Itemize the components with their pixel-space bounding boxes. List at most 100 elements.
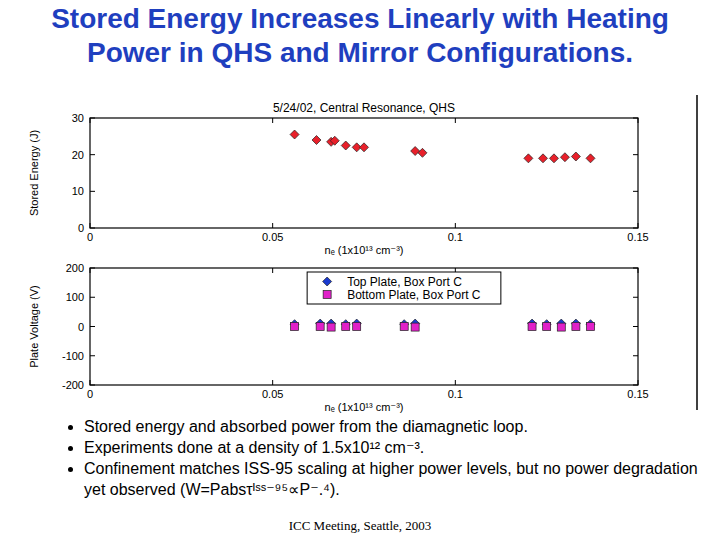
point <box>353 323 361 331</box>
y-tick-right <box>633 385 638 386</box>
y-tick-right <box>633 355 638 356</box>
point <box>586 154 595 163</box>
point <box>341 141 350 150</box>
point <box>549 154 558 163</box>
x-tick-label: 0.05 <box>262 388 283 400</box>
point <box>539 154 548 163</box>
legend: Top Plate, Box Port CBottom Plate, Box P… <box>307 272 501 304</box>
point <box>524 154 533 163</box>
x-tick-label: 0.1 <box>448 231 463 243</box>
point <box>312 136 321 145</box>
x-tick-top <box>638 118 639 123</box>
point <box>342 323 350 331</box>
x-tick-top <box>272 268 273 273</box>
point <box>330 136 339 145</box>
y-tick <box>90 326 95 327</box>
x-tick <box>90 223 91 228</box>
y-tick <box>90 268 95 269</box>
x-axis-title: nₑ (1x10¹³ cm⁻³) <box>325 244 404 256</box>
x-tick-top <box>272 118 273 123</box>
legend-label: Top Plate, Box Port C <box>347 275 462 289</box>
point <box>543 323 551 331</box>
y-tick <box>90 154 95 155</box>
x-tick-label: 0.1 <box>448 388 463 400</box>
legend-label: Bottom Plate, Box Port C <box>347 288 481 302</box>
divider <box>696 95 698 410</box>
y-tick <box>90 297 95 298</box>
y-tick-label: -100 <box>62 350 84 362</box>
point <box>587 323 595 331</box>
y-tick-right <box>633 191 638 192</box>
x-tick <box>455 380 456 385</box>
y-tick-right <box>633 118 638 119</box>
point <box>528 323 536 331</box>
y-tick-label: 0 <box>78 222 84 234</box>
x-tick <box>272 380 273 385</box>
x-tick-label: 0.15 <box>627 231 648 243</box>
chart-title: 5/24/02, Central Resonance, QHS <box>273 101 455 115</box>
x-tick-top <box>455 118 456 123</box>
point <box>360 143 369 152</box>
y-tick-label: 10 <box>72 185 84 197</box>
point <box>411 147 420 156</box>
marks <box>290 319 595 331</box>
point <box>290 130 299 139</box>
y-axis-title: Stored Energy (J) <box>28 130 40 216</box>
point <box>291 323 299 331</box>
y-tick <box>90 385 95 386</box>
x-tick <box>90 380 91 385</box>
x-tick-top <box>638 268 639 273</box>
y-tick-label: 20 <box>72 149 84 161</box>
y-tick-label: 200 <box>66 262 84 274</box>
legend-box <box>307 272 501 304</box>
x-tick-label: 0 <box>87 388 93 400</box>
bullet: Experiments done at a density of 1.5x10¹… <box>84 437 704 458</box>
x-tick <box>455 223 456 228</box>
x-tick <box>272 223 273 228</box>
x-tick <box>638 223 639 228</box>
point <box>411 323 419 331</box>
point <box>572 323 580 331</box>
x-tick-top <box>90 118 91 123</box>
y-tick-label: -200 <box>62 379 84 391</box>
y-tick-right <box>633 326 638 327</box>
y-tick-label: 30 <box>72 112 84 124</box>
bullet-list: Stored energy and absorbed power from th… <box>62 416 704 500</box>
x-tick-label: 0 <box>87 231 93 243</box>
y-tick-right <box>633 154 638 155</box>
point <box>571 152 580 161</box>
point <box>418 148 427 157</box>
plot-frame <box>90 268 638 385</box>
y-tick-right <box>633 228 638 229</box>
y-tick <box>90 118 95 119</box>
legend-marker <box>323 277 332 286</box>
x-tick <box>638 380 639 385</box>
x-tick-label: 0.15 <box>627 388 648 400</box>
y-tick-right <box>633 297 638 298</box>
y-tick-label: 0 <box>78 321 84 333</box>
point <box>557 323 565 331</box>
slide-title: Stored Energy Increases Linearly with He… <box>35 2 685 70</box>
bullet: Confinement matches ISS-95 scaling at hi… <box>84 458 704 500</box>
plot-frame <box>90 118 638 228</box>
x-tick-top <box>90 268 91 273</box>
y-tick <box>90 191 95 192</box>
y-axis-title: Plate Voltage (V) <box>28 285 40 368</box>
chart-panel: 0 0.05 0.1 0.15 -200 -100 0 100 200 nₑ (1x10¹³ cm… <box>28 262 649 413</box>
y-tick-right <box>633 268 638 269</box>
footer: ICC Meeting, Seattle, 2003 <box>0 518 720 534</box>
point <box>327 323 335 331</box>
marks <box>290 130 595 163</box>
y-tick <box>90 355 95 356</box>
point <box>316 323 324 331</box>
y-tick <box>90 228 95 229</box>
x-axis-title: nₑ (1x10¹³ cm⁻³) <box>325 401 404 413</box>
bullet: Stored energy and absorbed power from th… <box>84 416 704 437</box>
chart-panel: 0 0.05 0.1 0.15 0 10 20 30 5/24/02, Central Reso… <box>28 101 649 256</box>
point <box>560 153 569 162</box>
y-tick-label: 100 <box>66 291 84 303</box>
legend-marker <box>323 291 331 299</box>
x-tick-label: 0.05 <box>262 231 283 243</box>
point <box>400 323 408 331</box>
charts: 0 0.05 0.1 0.15 0 10 20 30 5/24/02, Central Reso… <box>0 0 720 540</box>
